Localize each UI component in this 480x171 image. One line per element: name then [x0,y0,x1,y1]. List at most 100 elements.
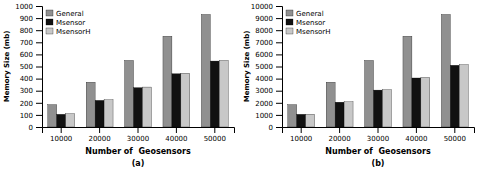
y-tick-mark [36,91,42,92]
x-tick-mark [99,127,100,133]
y-tick-mark [36,6,42,7]
y-axis-title: Memory Size (mb) [243,31,251,103]
bar [459,65,468,127]
y-tick: 0 [29,124,42,132]
y-tick: 700 [20,39,42,47]
y-tick-label: 3000 [255,87,273,95]
x-tick-mark [301,127,302,133]
x-tick: 20000 [328,127,350,143]
bar [365,60,374,127]
y-tick-label: 1000 [15,3,33,11]
y-tick-label: 4000 [255,75,273,83]
legend-item: General [46,10,84,18]
y-tick: 100 [20,112,42,120]
x-tick: 30000 [127,127,149,143]
series [57,61,220,127]
y-tick-mark [276,30,282,31]
bar [134,88,143,127]
y-axis: 0100020003000400050006000700080009000100… [251,3,283,132]
x-tick: 20000 [88,127,110,143]
y-tick-mark [276,18,282,19]
y-tick-label: 7000 [255,39,273,47]
x-tick: 30000 [367,127,389,143]
legend-swatch [286,28,293,34]
bar [125,60,134,127]
bar [382,90,391,127]
x-tick-label: 10000 [290,135,312,143]
legend-label: MsensorH [56,28,91,36]
bar [374,90,383,127]
x-tick: 50000 [204,127,226,143]
y-tick-mark [276,127,282,128]
series [48,14,211,127]
y-tick-label: 1000 [255,112,273,120]
y-tick-mark [276,91,282,92]
y-axis: 01002003004005006007008009001000 [15,3,42,132]
legend-label: Msensor [296,19,325,27]
y-tick-mark [276,6,282,7]
x-tick-label: 30000 [367,135,389,143]
y-tick: 600 [20,51,42,59]
y-tick: 1000 [15,3,42,11]
x-tick-mark [454,127,455,133]
legend-item: MsensorH [46,28,91,36]
y-tick-mark [276,115,282,116]
bar [219,60,228,127]
y-tick-mark [276,42,282,43]
y-tick-label: 600 [20,51,33,59]
legend-label: Msensor [56,19,85,27]
y-tick: 800 [20,27,42,35]
x-tick: 40000 [405,127,427,143]
legend-label: MsensorH [296,28,331,36]
y-tick: 2000 [255,100,282,108]
legend-swatch [286,10,293,16]
y-tick-label: 8000 [255,27,273,35]
bar [163,36,172,127]
y-tick-mark [36,79,42,80]
y-axis-line [276,7,283,128]
bar [86,82,95,127]
x-tick-mark [214,127,215,133]
y-tick: 400 [20,75,42,83]
y-tick-label: 400 [20,75,33,83]
bar [142,87,151,127]
y-tick: 6000 [255,51,282,59]
y-tick-label: 6000 [255,51,273,59]
bar [412,78,421,127]
x-tick-label: 40000 [405,135,427,143]
bar [344,102,353,127]
series [288,14,451,127]
x-tick-mark [138,127,139,133]
x-axis-title: Number of Geosensors [325,147,431,156]
y-tick-mark [36,103,42,104]
legend-swatch [46,28,53,34]
x-tick-label: 50000 [204,135,226,143]
x-axis-line [43,128,235,134]
bar [181,73,190,127]
sub-label: (a) [132,159,145,168]
y-tick-label: 200 [20,100,33,108]
x-tick-label: 20000 [328,135,350,143]
y-tick-mark [36,115,42,116]
bar [66,114,75,127]
x-tick-mark [416,127,417,133]
y-tick: 9000 [255,15,282,23]
bar [201,14,210,127]
y-tick: 10000 [251,3,282,11]
x-tick-mark [61,127,62,133]
legend-label: General [56,10,84,18]
legend-item: Msensor [286,19,325,27]
y-tick: 200 [20,100,42,108]
y-tick: 500 [20,63,42,71]
y-tick-label: 10000 [251,3,273,11]
x-tick: 10000 [290,127,312,143]
bar [450,65,459,127]
panel: 1000020000300004000050000010020030040050… [3,3,235,168]
y-tick-label: 9000 [255,15,273,23]
x-axis: 1000020000300004000050000 [43,127,235,143]
x-axis: 1000020000300004000050000 [283,127,475,143]
panel: 1000020000300004000050000010002000300040… [243,3,475,168]
bar [288,105,297,127]
series [66,60,229,127]
y-tick-label: 100 [20,112,33,120]
